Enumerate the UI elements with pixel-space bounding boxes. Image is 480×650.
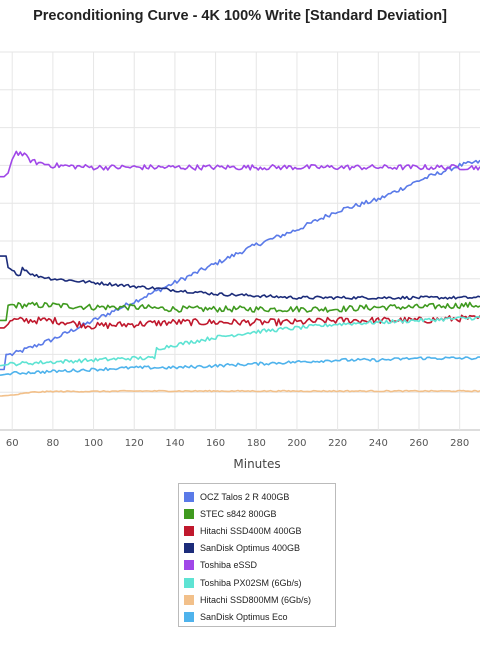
legend-label: OCZ Talos 2 R 400GB (200, 491, 290, 502)
grid (0, 51, 480, 431)
legend-label: Toshiba PX02SM (6Gb/s) (200, 577, 302, 588)
legend-item: Hitachi SSD400M 400GB (184, 522, 335, 539)
legend-swatch (184, 543, 194, 554)
x-axis-label: Minutes (233, 457, 280, 471)
legend-swatch (184, 508, 194, 519)
series-layer (0, 150, 480, 397)
series-line-3 (0, 255, 480, 301)
legend-item: Toshiba PX02SM (6Gb/s) (184, 574, 335, 591)
x-tick-label: 220 (328, 438, 347, 449)
legend-item: SanDisk Optimus 400GB (184, 540, 335, 557)
legend-label: Toshiba eSSD (200, 560, 258, 571)
x-tick-label: 140 (165, 438, 184, 449)
legend-label: SanDisk Optimus 400GB (200, 543, 301, 554)
legend-item: Toshiba eSSD (184, 557, 335, 574)
series-line-2 (0, 314, 480, 330)
series-line-4 (0, 150, 480, 178)
legend-item: OCZ Talos 2 R 400GB (184, 488, 335, 505)
series-line-6 (0, 389, 480, 397)
legend-swatch (184, 491, 194, 502)
legend-label: Hitachi SSD400M 400GB (200, 525, 302, 536)
series-line-0 (0, 159, 480, 371)
x-tick-label: 120 (125, 438, 144, 449)
legend-label: Hitachi SSD800MM (6Gb/s) (200, 594, 312, 605)
series-line-7 (0, 356, 480, 376)
legend-label: SanDisk Optimus Eco (200, 611, 288, 622)
legend-swatch (184, 577, 194, 588)
x-axis-ticks: 60 80 100 120 140 160 180 200 220 240 260 280 (6, 438, 469, 449)
legend-swatch (184, 594, 194, 605)
x-tick-label: 240 (369, 438, 388, 449)
series-line-1 (0, 301, 480, 322)
series-line-5 (0, 315, 480, 367)
legend: OCZ Talos 2 R 400GB STEC s842 800GB Hitach… (178, 483, 336, 627)
legend-swatch (184, 525, 194, 536)
x-tick-label: 80 (47, 438, 60, 449)
legend-item: SanDisk Optimus Eco (184, 608, 335, 625)
x-tick-label: 180 (247, 438, 266, 449)
legend-item: Hitachi SSD800MM (6Gb/s) (184, 591, 335, 608)
x-tick-label: 260 (409, 438, 428, 449)
legend-label: STEC s842 800GB (200, 508, 277, 519)
legend-swatch (184, 611, 194, 622)
chart-title: Preconditioning Curve - 4K 100% Write [S… (33, 8, 447, 24)
legend-item: STEC s842 800GB (184, 505, 335, 522)
x-tick-label: 160 (206, 438, 225, 449)
x-tick-label: 200 (287, 438, 306, 449)
x-tick-label: 60 (6, 438, 19, 449)
x-tick-label: 280 (450, 438, 469, 449)
legend-swatch (184, 560, 194, 571)
x-tick-label: 100 (84, 438, 103, 449)
